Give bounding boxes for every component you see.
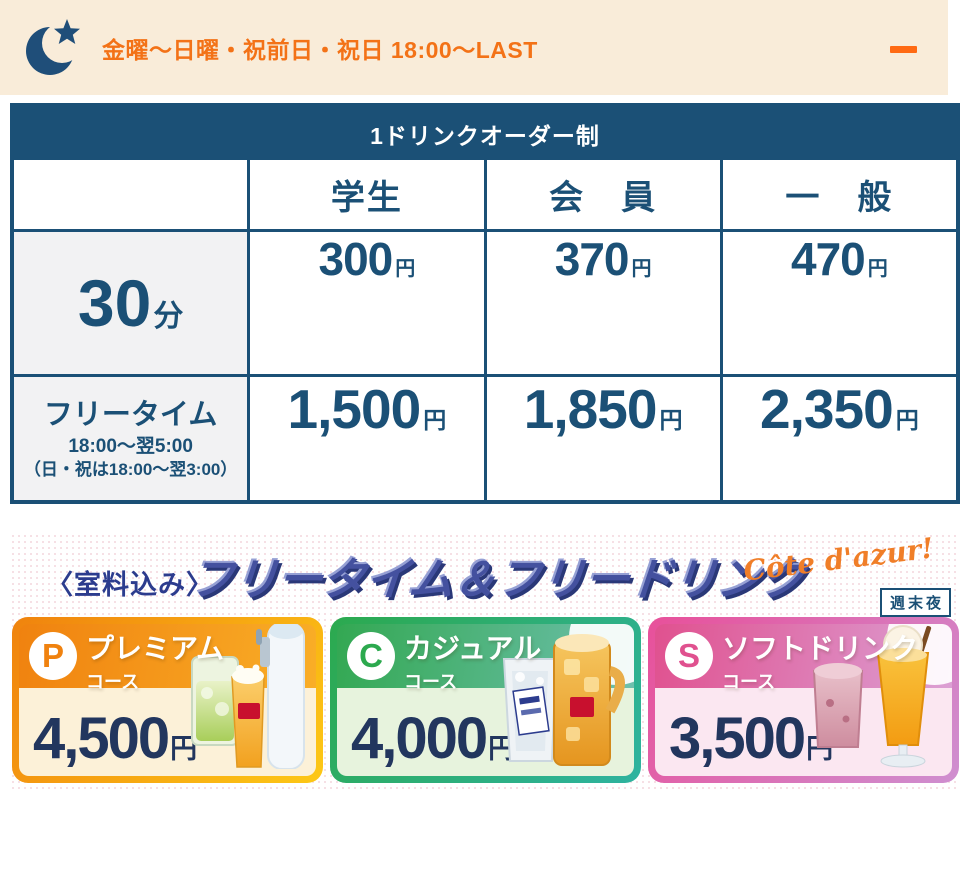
yen-unit: 円 bbox=[867, 258, 888, 280]
softdrink-course-card: S ソフトドリンク コース 3,500 円 bbox=[648, 617, 959, 783]
cote-dazur-logo: Côte d'azur! bbox=[741, 531, 936, 588]
price-value: 300 bbox=[318, 233, 394, 285]
course-name: カジュアル bbox=[404, 633, 542, 664]
freetime-freedrink-promo: 〈室料込み〉 フリータイム＆フリードリンク Côte d'azur! 週末夜 P… bbox=[10, 531, 959, 790]
night-plan-accordion-header[interactable]: 金曜〜日曜・祝前日・祝日 18:00〜LAST bbox=[0, 0, 948, 95]
room-fee-included-label: 〈室料込み〉 bbox=[46, 570, 214, 600]
column-header-member: 会 員 bbox=[486, 160, 720, 229]
price-value: 1,500 bbox=[287, 378, 422, 440]
course-name: プレミアム bbox=[86, 633, 225, 664]
column-header-general: 一 般 bbox=[722, 160, 956, 229]
promo-title: フリータイム＆フリードリンク bbox=[187, 554, 807, 605]
price-value: 1,850 bbox=[523, 378, 658, 440]
premium-course-card: P プレミアム コース 4,500 円 bbox=[12, 617, 323, 783]
yen-unit: 円 bbox=[395, 258, 416, 280]
price-value: 370 bbox=[554, 233, 630, 285]
casual-letter-badge: C bbox=[347, 632, 395, 680]
course-price: 3,500 bbox=[669, 706, 806, 771]
price-30min-general: 470 円 bbox=[722, 232, 956, 374]
course-name: ソフトドリンク bbox=[722, 633, 919, 664]
softdrink-letter-badge: S bbox=[665, 632, 713, 680]
schedule-label: 金曜〜日曜・祝前日・祝日 18:00〜LAST bbox=[102, 36, 538, 63]
price-freetime-general: 2,350 円 bbox=[722, 377, 956, 500]
yen-unit: 円 bbox=[423, 407, 447, 433]
price-freetime-member: 1,850 円 bbox=[486, 377, 720, 500]
drink-order-banner: 1ドリンクオーダー制 bbox=[370, 122, 600, 149]
course-price: 4,500 bbox=[33, 706, 170, 771]
freetime-title: フリータイム bbox=[43, 398, 218, 431]
moon-icon bbox=[26, 17, 82, 79]
price-value: 470 bbox=[791, 233, 866, 285]
weekend-night-badge: 週末夜 bbox=[879, 588, 951, 617]
casual-drinks-photo bbox=[482, 624, 632, 774]
course-type: コース bbox=[722, 672, 776, 692]
row-label-30min: 30 分 bbox=[14, 232, 248, 374]
time-unit: 分 bbox=[153, 300, 184, 333]
price-30min-student: 300 円 bbox=[250, 232, 484, 374]
softdrink-drinks-photo bbox=[800, 624, 950, 774]
yen-unit: 円 bbox=[895, 407, 919, 433]
price-table: 1ドリンクオーダー制 学生 会 員 一 般 30 分 300 円 370 円 4… bbox=[10, 103, 960, 504]
column-header-student: 学生 bbox=[250, 160, 484, 229]
premium-drinks-photo bbox=[164, 624, 314, 774]
course-type: コース bbox=[404, 672, 458, 692]
premium-letter-badge: P bbox=[29, 632, 77, 680]
time-value: 30 bbox=[77, 266, 152, 340]
yen-unit: 円 bbox=[659, 407, 683, 433]
price-freetime-student: 1,500 円 bbox=[250, 377, 484, 500]
casual-course-card: C カジュアル コース 4,000 円 bbox=[330, 617, 641, 783]
price-value: 2,350 bbox=[760, 378, 894, 440]
freetime-hours-note: （日・祝は18:00〜翌3:00） bbox=[23, 459, 238, 479]
course-price: 4,000 bbox=[351, 706, 488, 771]
table-corner-cell bbox=[14, 160, 248, 229]
yen-unit: 円 bbox=[631, 258, 652, 280]
minus-icon[interactable] bbox=[890, 46, 917, 53]
price-30min-member: 370 円 bbox=[486, 232, 720, 374]
course-cards: P プレミアム コース 4,500 円 bbox=[12, 617, 959, 783]
freetime-hours: 18:00〜翌5:00 bbox=[68, 436, 193, 458]
row-label-freetime: フリータイム 18:00〜翌5:00 （日・祝は18:00〜翌3:00） bbox=[14, 377, 248, 500]
course-type: コース bbox=[86, 672, 140, 692]
